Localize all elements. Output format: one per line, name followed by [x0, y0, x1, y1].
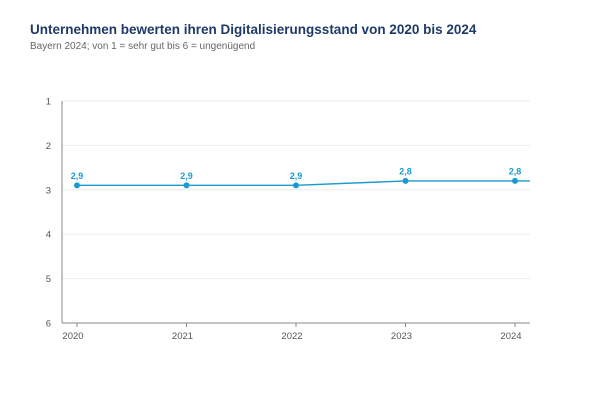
y-tick-label: 6: [46, 319, 51, 330]
data-label: 2,9: [180, 171, 193, 181]
y-tick-label: 2: [46, 141, 51, 152]
y-tick-label: 4: [46, 230, 51, 241]
data-label: 2,8: [399, 166, 412, 176]
data-point: [74, 182, 80, 189]
data-label: 2,9: [290, 171, 303, 181]
x-tick-label: 2022: [281, 331, 302, 342]
y-tick-label: 3: [46, 185, 51, 196]
data-label: 2,8: [509, 166, 522, 176]
data-point: [402, 177, 409, 184]
x-tick-label: 2020: [62, 331, 83, 342]
x-tick-label: 2021: [172, 331, 193, 342]
chart-title: Unternehmen bewerten ihren Digitalisieru…: [30, 22, 477, 37]
data-point: [183, 182, 190, 189]
x-tick-label: 2023: [391, 331, 412, 342]
data-point: [512, 177, 518, 184]
x-tick-label: 2024: [500, 331, 521, 342]
y-tick-label: 5: [46, 274, 51, 285]
series-line: [77, 180, 530, 187]
y-tick-label: 1: [46, 97, 51, 108]
data-point: [293, 182, 299, 189]
chart-subtitle: Bayern 2024; von 1 = sehr gut bis 6 = un…: [30, 41, 256, 52]
data-label: 2,9: [71, 171, 84, 181]
